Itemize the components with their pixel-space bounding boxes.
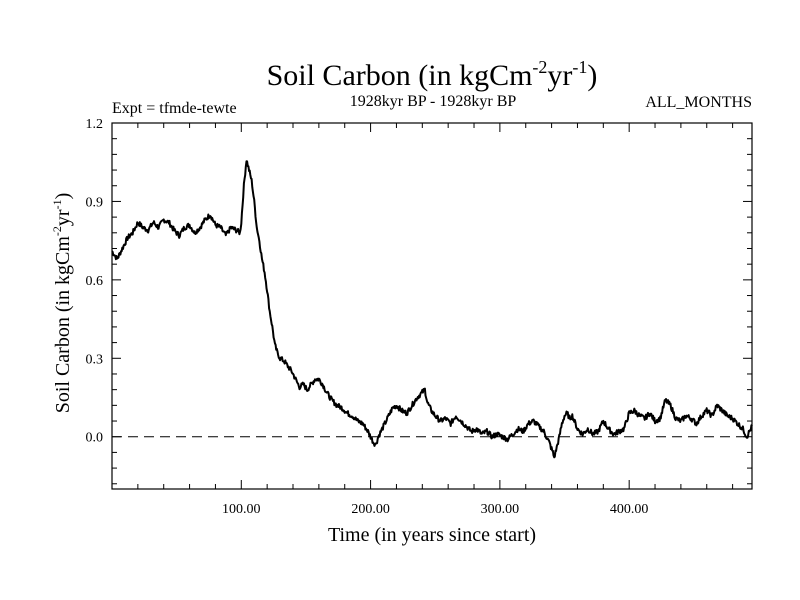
x-tick-label: 300.00 [481,502,520,517]
x-tick-label: 200.00 [351,502,390,517]
x-tick-label: 400.00 [610,502,649,517]
plot-frame [111,122,753,490]
y-tick-label: 0.9 [86,195,104,210]
months-label: ALL_MONTHS [645,94,752,111]
x-tick-label: 100.00 [222,502,261,517]
chart-title: Soil Carbon (in kgCm-2yr-1) [267,57,598,92]
y-axis-label: Soil Carbon (in kgCm-2yr-1) [50,193,74,414]
time-range-label: 1928kyr BP - 1928kyr BP [350,93,517,110]
y-tick-label: 0.3 [86,352,104,367]
plot-area: 100.00 200.00 300.00 400.00 0.0 0.3 0.6 0.9 1.2 [86,117,753,517]
series-line [111,160,753,459]
experiment-label: Expt = tfmde-tewte [112,100,237,117]
y-tick-label: 0.0 [86,431,104,446]
x-axis-label: Time (in years since start) [328,524,536,546]
y-tick-label: 0.6 [86,274,104,289]
y-tick-label: 1.2 [86,117,104,132]
